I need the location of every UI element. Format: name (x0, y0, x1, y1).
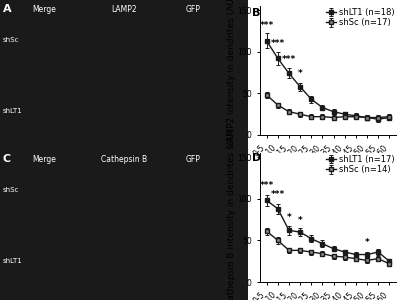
Text: GFP: GFP (186, 4, 201, 14)
Text: ***: *** (271, 39, 285, 48)
Text: shSc: shSc (2, 38, 19, 44)
Text: D: D (252, 153, 261, 163)
Text: ***: *** (282, 55, 296, 64)
Text: shLT1: shLT1 (2, 108, 22, 114)
Text: B: B (252, 8, 260, 17)
Text: C: C (2, 154, 11, 164)
Text: *: * (365, 238, 369, 247)
Text: Merge: Merge (33, 154, 56, 164)
Text: Cathepsin B: Cathepsin B (101, 154, 147, 164)
Legend: shLT1 (n=18), shSc (n=17): shLT1 (n=18), shSc (n=17) (325, 7, 395, 28)
Text: ***: *** (260, 21, 274, 30)
Text: A: A (2, 4, 11, 14)
Text: Merge: Merge (33, 4, 56, 14)
Text: *: * (298, 216, 302, 225)
Text: ***: *** (271, 190, 285, 199)
Text: *: * (298, 69, 302, 78)
Text: LAMP2: LAMP2 (111, 4, 137, 14)
Legend: shLT1 (n=17), shSc (n=14): shLT1 (n=17), shSc (n=14) (325, 154, 395, 175)
X-axis label: Length (μm): Length (μm) (300, 167, 356, 176)
Text: GFP: GFP (186, 154, 201, 164)
Text: shLT1: shLT1 (2, 258, 22, 264)
Text: ***: *** (260, 182, 274, 190)
Y-axis label: Cathepsin B intensity in dendrites (AU): Cathepsin B intensity in dendrites (AU) (227, 129, 236, 300)
Y-axis label: LAMP2 intensity in dendrites (AU): LAMP2 intensity in dendrites (AU) (227, 0, 236, 147)
Text: *: * (287, 213, 291, 222)
Text: shSc: shSc (2, 188, 19, 194)
